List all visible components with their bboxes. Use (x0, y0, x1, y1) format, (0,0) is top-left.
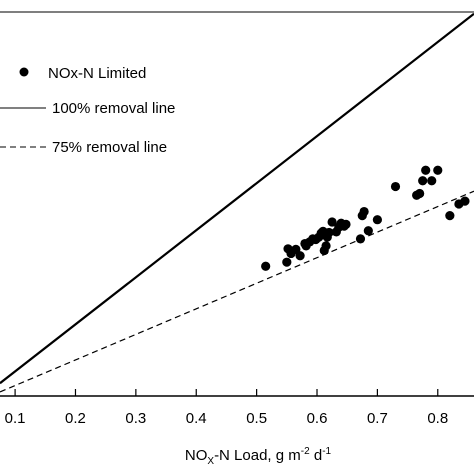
removal-line-75 (0, 190, 474, 393)
x-tick-label: 0.4 (186, 410, 207, 427)
x-tick-label: 0.1 (5, 410, 26, 427)
legend-label-75: 75% removal line (52, 139, 167, 156)
data-point (282, 257, 292, 267)
data-point (460, 196, 470, 206)
legend-label-100: 100% removal line (52, 100, 175, 117)
data-point (359, 206, 369, 217)
x-axis-title-superscript-2: -1 (322, 446, 331, 457)
x-axis: 0.1 0.2 0.3 0.4 0.5 0.6 0.7 0.8 (5, 389, 448, 427)
x-axis-title-main: -N Load, g m (214, 447, 301, 464)
data-point (295, 251, 305, 261)
data-point (421, 165, 431, 175)
x-tick-label: 0.7 (367, 410, 388, 427)
data-point (341, 219, 351, 229)
series-points (261, 165, 470, 271)
x-axis-title-superscript-1: -2 (301, 446, 310, 457)
data-point (363, 226, 373, 236)
data-point (355, 234, 366, 244)
data-point (433, 165, 443, 175)
legend-label-limited: NOx-N Limited (48, 65, 146, 82)
data-point (327, 217, 337, 227)
x-tick-label: 0.5 (246, 410, 267, 427)
x-tick-label: 0.2 (65, 410, 86, 427)
x-axis-title-subscript: X (207, 456, 214, 467)
data-point (372, 215, 382, 225)
x-axis-title-prefix: NO (185, 447, 208, 464)
x-tick-label: 0.8 (427, 410, 448, 427)
x-tick-label: 0.6 (307, 410, 328, 427)
data-point (261, 261, 271, 271)
x-axis-title-day: d (310, 447, 323, 464)
plot-frame (0, 11, 474, 397)
series-lines (0, 12, 474, 393)
x-axis-title: NOX-N Load, g m-2 d-1 (185, 446, 332, 467)
data-point (445, 211, 455, 221)
legend: NOx-N Limited 100% removal line 75% remo… (0, 65, 175, 156)
data-point (321, 241, 331, 251)
data-point (324, 227, 334, 238)
x-tick-label: 0.3 (125, 410, 146, 427)
data-point (390, 181, 401, 192)
removal-line-100 (0, 12, 474, 385)
data-point (418, 176, 428, 186)
data-point (415, 188, 425, 199)
legend-marker-icon (19, 67, 29, 77)
data-point (427, 176, 437, 186)
